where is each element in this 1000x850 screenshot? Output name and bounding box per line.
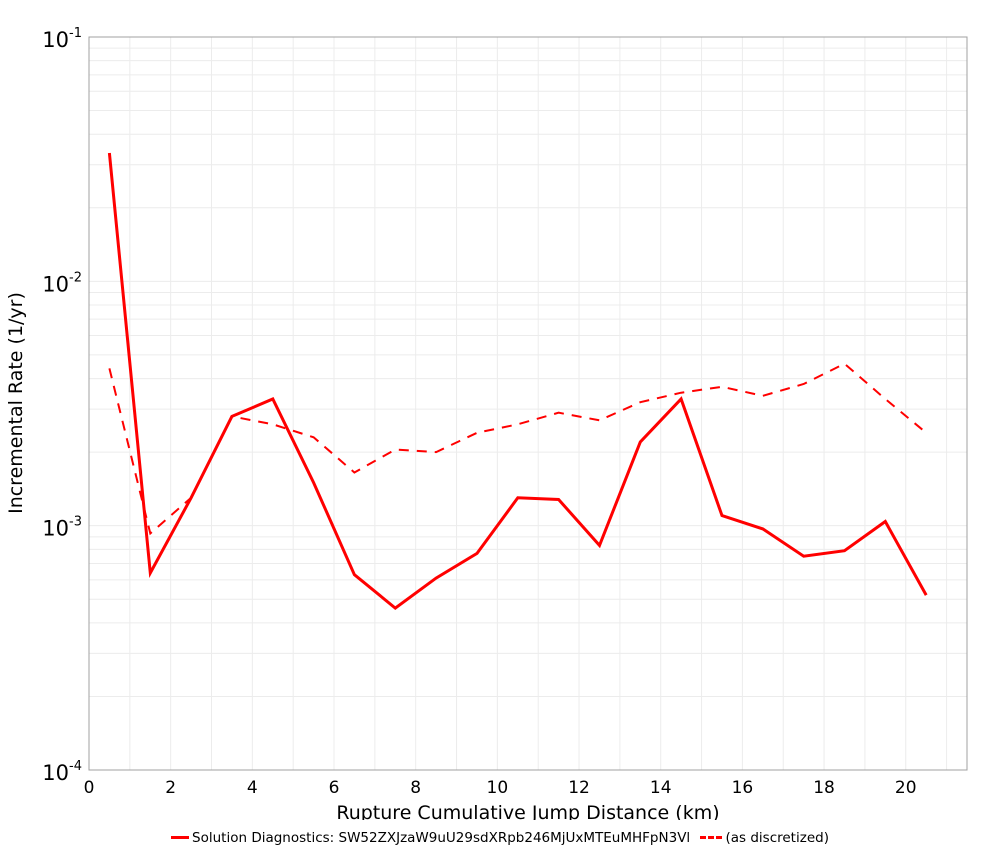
legend-label-discretized: (as discretized): [725, 829, 829, 846]
y-axis-title: Incremental Rate (1/yr): [5, 292, 27, 514]
gridlines: [89, 37, 967, 770]
x-tick-label: 18: [813, 778, 835, 798]
series-line-discretized: [108, 362, 927, 536]
x-tick-label: 14: [650, 778, 672, 798]
x-tick-label: 2: [165, 778, 176, 798]
x-tick-label: 8: [410, 778, 421, 798]
x-tick-label: 12: [568, 778, 590, 798]
chart: 0 2 4 6 8 10 12 14 16 18 20 10-1 10-2 10-3 10-4 Ruptu…: [5, 26, 968, 820]
series-line-solution: [107, 152, 928, 610]
x-tick-label: 4: [247, 778, 258, 798]
y-tick-label: 10-4: [42, 759, 82, 785]
x-tick-label: 6: [329, 778, 340, 798]
y-tick-label: 10-2: [42, 270, 82, 296]
legend-label-solution: Solution Diagnostics: SW52ZXJzaW9uU29sdX…: [192, 829, 691, 846]
series-lines: [107, 152, 928, 610]
plot-frame: [88, 36, 968, 771]
x-tick-label: 10: [487, 778, 509, 798]
x-axis-title: Rupture Cumulative Jump Distance (km): [336, 802, 719, 820]
legend: Solution Diagnostics: SW52ZXJzaW9uU29sdX…: [0, 827, 1000, 846]
y-tick-label: 10-3: [42, 515, 82, 541]
x-tick-label: 16: [732, 778, 754, 798]
legend-item-solution: Solution Diagnostics: SW52ZXJzaW9uU29sdX…: [171, 830, 690, 846]
x-axis-ticks: 0 2 4 6 8 10 12 14 16 18 20: [84, 778, 917, 798]
solid-line-swatch-icon: [171, 836, 190, 839]
dashed-line-swatch-icon: [700, 836, 723, 839]
x-tick-label: 0: [84, 778, 95, 798]
y-axis-ticks: 10-1 10-2 10-3 10-4: [42, 26, 82, 785]
legend-item-discretized: (as discretized): [694, 829, 829, 846]
x-tick-label: 20: [895, 778, 917, 798]
plot-background: [89, 37, 967, 770]
y-tick-label: 10-1: [42, 26, 82, 52]
